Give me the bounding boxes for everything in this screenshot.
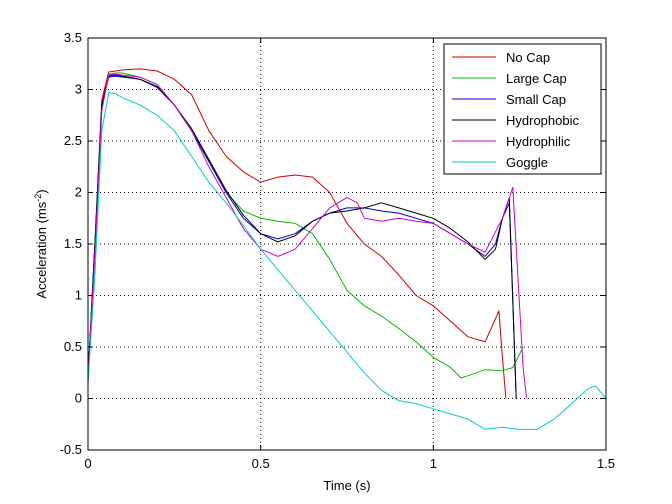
axis-ticks: [87, 37, 607, 451]
series-line-1: [87, 72, 524, 384]
x-axis-label: Time (s): [323, 478, 370, 493]
y-axis-label-close: ): [34, 189, 49, 193]
series-lines: [87, 68, 607, 430]
y-tick-label: 1.5: [64, 236, 82, 251]
series-line-3: [87, 74, 517, 399]
legend-label: Hydrophilic: [506, 134, 571, 149]
x-tick-label: 0: [84, 456, 91, 471]
x-tick-label: 0.5: [252, 456, 270, 471]
y-tick-label: 0: [75, 391, 82, 406]
series-line-5: [87, 92, 607, 430]
legend-label: Hydrophobic: [506, 113, 579, 128]
y-tick-label: 1: [75, 288, 82, 303]
y-tick-label: 0.5: [64, 339, 82, 354]
y-tick-labels: -0.5 0 0.5 1 1.5 2 2.5 3 3.5: [60, 30, 82, 457]
x-tick-labels: 0 0.5 1 1.5: [84, 456, 615, 471]
legend-label: No Cap: [506, 50, 550, 65]
y-axis-label: Acceleration (ms-2): [33, 189, 49, 298]
y-tick-label: 2: [75, 185, 82, 200]
legend-label: Goggle: [506, 155, 548, 170]
x-tick-label: 1.5: [597, 456, 615, 471]
y-tick-label: 2.5: [64, 133, 82, 148]
series-line-0: [87, 68, 507, 399]
legend-label: Large Cap: [506, 71, 567, 86]
y-axis-label-main: Acceleration (ms: [34, 201, 49, 298]
grid-lines: [88, 38, 606, 450]
legend-label: Small Cap: [506, 92, 566, 107]
series-line-4: [87, 73, 528, 399]
y-tick-label: 3.5: [64, 30, 82, 45]
y-tick-label: 3: [75, 82, 82, 97]
x-tick-label: 1: [430, 456, 437, 471]
y-axis-label-superscript: -2: [33, 194, 43, 202]
y-tick-label: -0.5: [60, 442, 82, 457]
legend: No Cap Large Cap Small Cap Hydrophobic Hydro…: [443, 43, 602, 175]
legend-box: [443, 43, 602, 175]
